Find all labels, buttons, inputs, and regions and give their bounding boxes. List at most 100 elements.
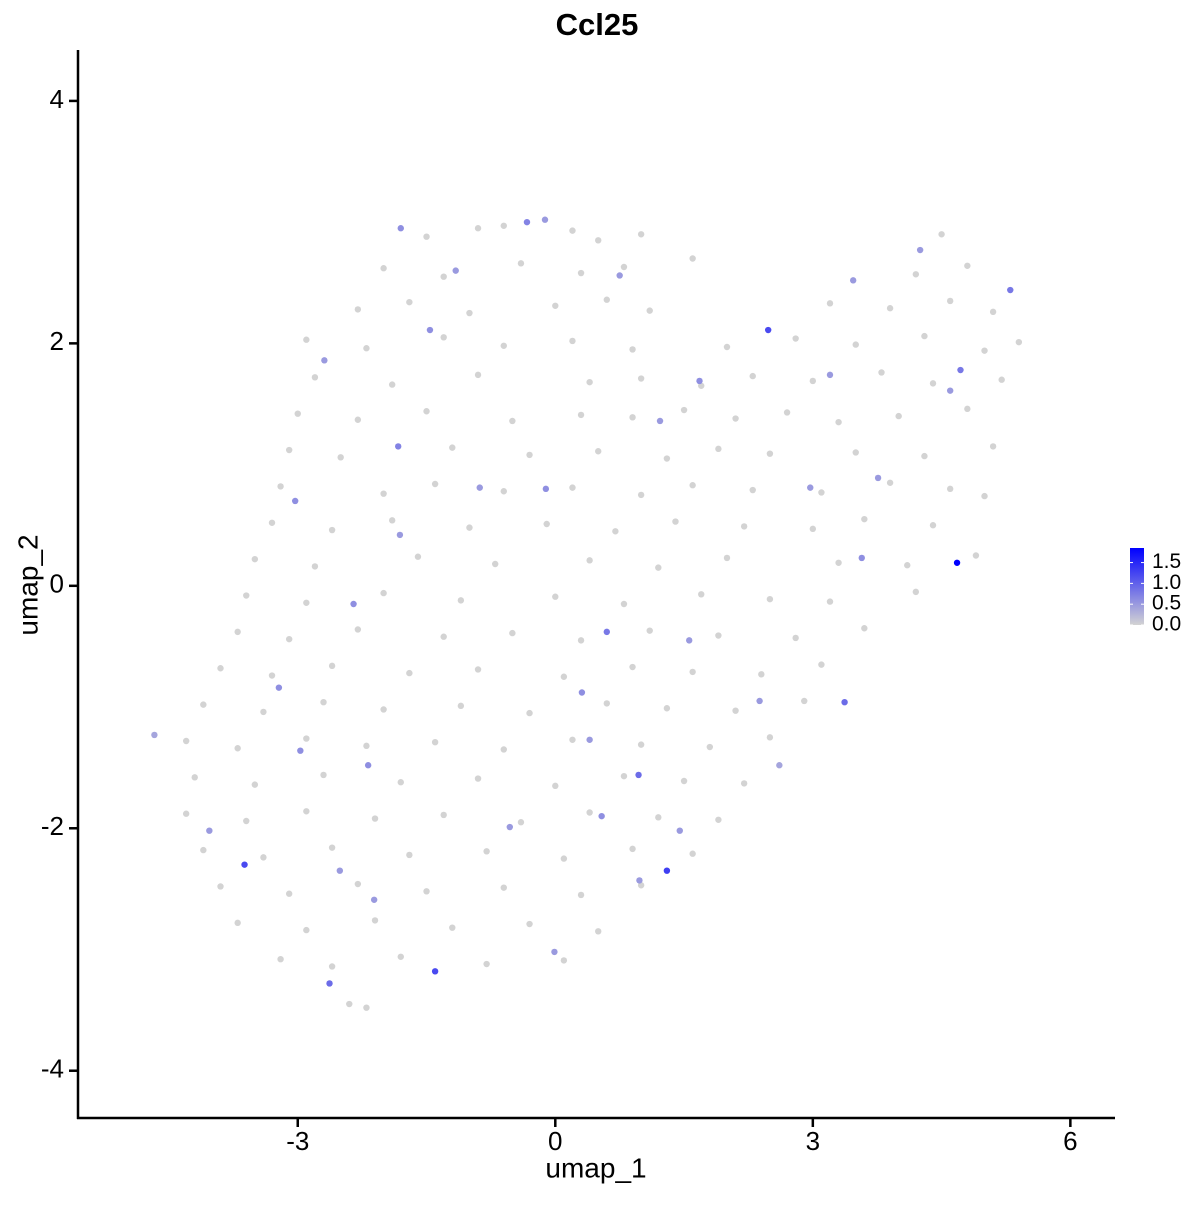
cell-point (206, 827, 213, 834)
cell-point (394, 443, 402, 450)
cell-point (809, 377, 817, 385)
cell-point (946, 485, 954, 493)
cell-point (586, 736, 593, 743)
cell-point (689, 668, 696, 676)
cell-point (234, 628, 241, 636)
cell-point (200, 701, 207, 708)
cell-point (260, 854, 267, 861)
cell-point (526, 451, 533, 459)
cell-point (320, 698, 327, 706)
y-tick-label: -4 (41, 1054, 64, 1084)
cell-point (766, 450, 774, 457)
cell-point (560, 855, 568, 862)
cell-point (801, 697, 808, 705)
cell-point (440, 811, 447, 819)
cell-point (285, 446, 293, 454)
cell-point (380, 265, 387, 272)
cell-point (500, 746, 507, 753)
chart-title: Ccl25 (556, 7, 639, 42)
cell-point (740, 523, 748, 530)
cell-point (646, 627, 653, 634)
cell-point (363, 1004, 370, 1011)
cell-point (291, 497, 299, 505)
cell-point (542, 485, 550, 493)
cell-point (629, 346, 636, 353)
y-axis-title: umap_2 (12, 534, 43, 635)
cell-point (764, 326, 772, 334)
cell-point (577, 269, 585, 277)
cell-point (311, 374, 319, 381)
cell-point (303, 336, 310, 343)
cell-point (560, 673, 568, 680)
cell-point (656, 417, 664, 425)
cell-point (620, 600, 628, 608)
cell-point (964, 262, 971, 269)
cell-point (586, 809, 593, 816)
colorbar-label: 0.5 (1152, 592, 1181, 615)
cell-point (569, 227, 576, 234)
cell-point (303, 808, 310, 815)
cell-point (715, 816, 722, 823)
cell-point (686, 637, 693, 644)
cell-point (200, 846, 207, 854)
cell-point (560, 957, 568, 964)
cell-point (637, 375, 645, 382)
cell-point (912, 271, 920, 278)
cell-point (826, 300, 834, 307)
cell-point (603, 296, 611, 303)
cell-point (637, 882, 645, 889)
cell-point (1015, 338, 1023, 346)
cell-point (586, 378, 593, 386)
cell-point (861, 625, 868, 632)
cell-point (676, 827, 683, 834)
cell-point (715, 445, 722, 453)
cell-point (303, 599, 310, 606)
cell-point (953, 559, 961, 566)
cell-point (397, 225, 404, 232)
cell-point (858, 554, 865, 562)
cell-point (861, 515, 868, 523)
cell-point (929, 522, 937, 529)
cell-point (616, 272, 623, 279)
cell-point (569, 337, 576, 345)
cell-point (474, 666, 482, 673)
cell-point (792, 335, 799, 342)
colorbar-label: 1.0 (1152, 571, 1181, 594)
cell-point (663, 705, 671, 712)
cell-point (500, 342, 507, 349)
cell-point (577, 637, 585, 644)
cell-point (492, 560, 499, 568)
cell-point (981, 347, 988, 354)
cell-point (629, 414, 636, 421)
cell-point (241, 861, 248, 868)
cell-point (380, 490, 387, 497)
cell-point (841, 698, 848, 706)
colorbar-label: 0.0 (1152, 613, 1181, 636)
cell-point (809, 525, 817, 533)
cell-point (672, 518, 679, 525)
cell-point (946, 387, 954, 394)
cell-point (260, 708, 267, 716)
cell-point (452, 267, 459, 274)
cell-point (598, 812, 605, 820)
cell-point (423, 888, 430, 895)
cell-point (414, 553, 422, 560)
cell-point (541, 216, 549, 223)
cell-point (612, 528, 619, 535)
cell-point (835, 559, 842, 566)
cell-point (328, 662, 336, 670)
y-tick-label: 4 (50, 84, 64, 114)
cell-point (792, 634, 799, 642)
cell-point (151, 731, 158, 739)
cell-point (431, 968, 439, 975)
cell-point (732, 707, 739, 714)
cell-point (371, 917, 379, 924)
cell-point (577, 411, 585, 419)
cell-point (457, 597, 465, 604)
cell-point (569, 736, 576, 743)
cell-point (370, 896, 378, 903)
cell-point (689, 850, 696, 857)
cell-point (826, 371, 834, 379)
cell-point (234, 919, 241, 927)
